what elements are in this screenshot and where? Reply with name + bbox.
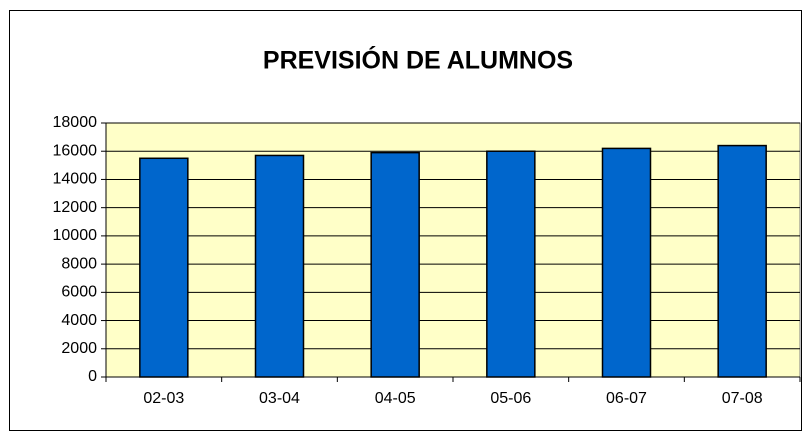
plot-area xyxy=(105,122,801,378)
chart-title: PREVISIÓN DE ALUMNOS xyxy=(263,45,573,75)
x-tick-label: 05-06 xyxy=(490,390,531,407)
bar xyxy=(139,157,189,378)
y-tick-label: 0 xyxy=(88,368,97,385)
bar xyxy=(601,147,652,378)
y-tick-label: 10000 xyxy=(53,227,98,244)
bar xyxy=(486,150,536,378)
y-tick-label: 12000 xyxy=(53,199,98,216)
x-tick-label: 02-03 xyxy=(143,390,184,407)
x-tick-label: 03-04 xyxy=(259,390,300,407)
bar xyxy=(717,144,767,378)
y-tick-label: 16000 xyxy=(53,142,98,159)
y-tick-label: 6000 xyxy=(61,284,97,301)
x-tick-label: 04-05 xyxy=(375,390,416,407)
y-tick-label: 2000 xyxy=(61,340,97,357)
y-tick-label: 4000 xyxy=(61,312,97,329)
y-tick-label: 18000 xyxy=(53,114,98,131)
bar xyxy=(370,151,420,378)
y-tick-label: 14000 xyxy=(53,171,98,188)
x-tick-label: 07-08 xyxy=(722,390,763,407)
x-tick-label: 06-07 xyxy=(606,390,647,407)
y-tick-label: 8000 xyxy=(61,255,97,272)
bar xyxy=(254,154,305,378)
